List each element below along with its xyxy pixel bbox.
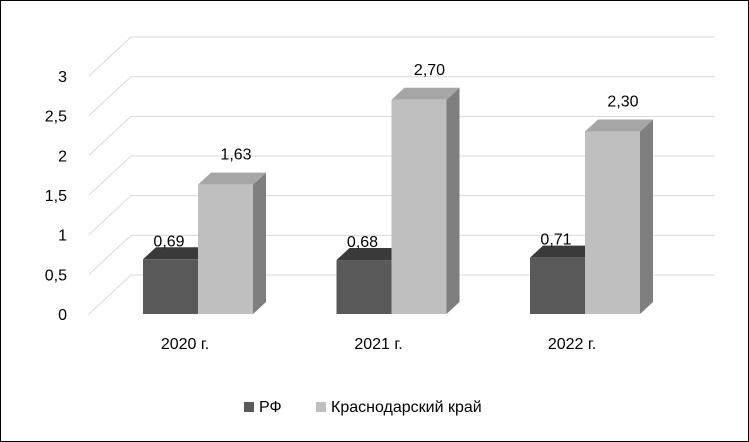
y-tick-label: 2 xyxy=(58,148,67,165)
bar-top xyxy=(336,248,405,261)
bar xyxy=(143,259,198,314)
bar-top xyxy=(391,87,460,100)
bar xyxy=(585,131,640,314)
x-tick-label: 2020 г. xyxy=(161,336,209,353)
y-tick-label: 0,5 xyxy=(45,267,67,284)
bar-top xyxy=(585,119,653,132)
bar-side xyxy=(253,172,266,314)
gridline xyxy=(88,36,715,77)
legend-swatch xyxy=(244,402,254,412)
data-label: 0,68 xyxy=(347,234,378,251)
data-label: 0,71 xyxy=(540,232,571,249)
gridline xyxy=(88,76,715,117)
y-tick-label: 3 xyxy=(58,69,67,86)
gridline xyxy=(88,274,715,315)
y-tick-label: 0 xyxy=(58,307,67,324)
bar-side xyxy=(640,119,653,315)
gridline xyxy=(88,195,715,236)
y-tick-label: 1,5 xyxy=(45,188,67,205)
gridline xyxy=(88,115,715,156)
legend-label: РФ xyxy=(259,399,282,416)
bar-side xyxy=(446,87,460,314)
data-label: 2,30 xyxy=(607,94,638,111)
bar xyxy=(391,99,447,314)
data-label: 2,70 xyxy=(414,62,445,79)
bar-top xyxy=(198,172,266,185)
x-tick-label: 2021 г. xyxy=(354,336,402,353)
bar xyxy=(530,257,585,314)
x-tick-label: 2022 г. xyxy=(548,336,596,353)
bar xyxy=(198,184,253,314)
data-label: 1,63 xyxy=(220,147,251,164)
gridline xyxy=(88,234,715,275)
legend-label: Краснодарский край xyxy=(331,399,482,416)
y-tick-label: 1 xyxy=(58,228,67,245)
bar-top xyxy=(530,245,598,258)
legend-swatch xyxy=(316,402,326,412)
y-tick-label: 2,5 xyxy=(45,109,67,126)
gridline xyxy=(88,155,715,196)
bar xyxy=(336,260,392,314)
data-label: 0,69 xyxy=(153,233,184,250)
bar-top xyxy=(143,247,211,260)
